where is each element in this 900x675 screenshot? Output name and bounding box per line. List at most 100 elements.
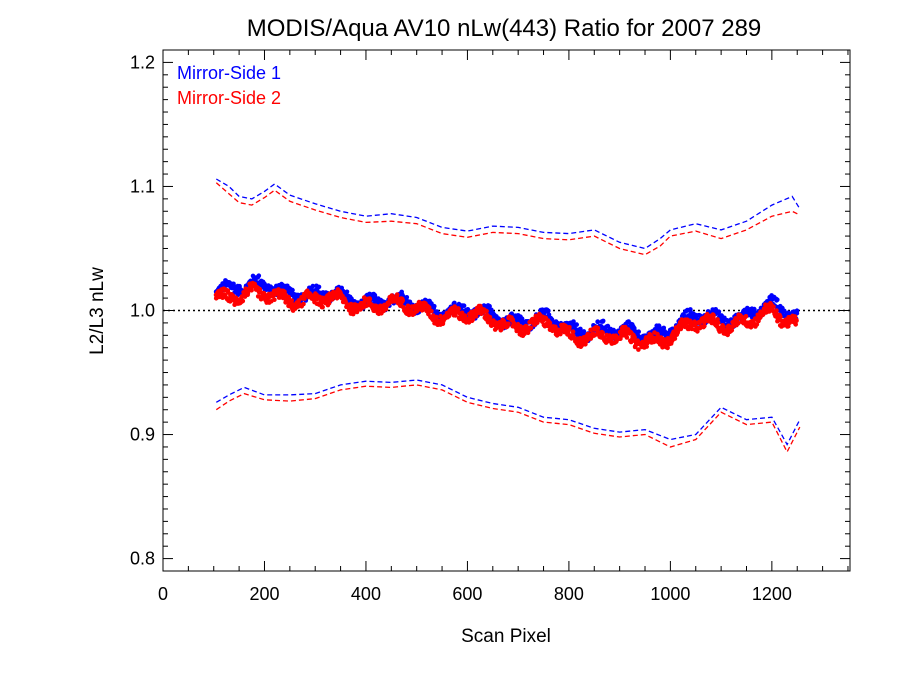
- mirror-side-1-point: [775, 297, 780, 303]
- mirror-side-2-point: [320, 304, 325, 310]
- axis-ticks: [162, 50, 850, 571]
- mirror-side-2-point: [672, 336, 678, 341]
- mirror-side-2-lower-envelope-line: [215, 384, 801, 454]
- x-tick-label: 1200: [752, 584, 792, 604]
- mirror-side-2-point: [774, 308, 779, 313]
- mirror-side-2-point: [567, 325, 572, 330]
- mirror-side-1-point: [752, 306, 757, 312]
- mirror-side-2-point: [301, 301, 306, 307]
- plot-area: [162, 49, 851, 572]
- mirror-side-2-point: [506, 321, 511, 327]
- mirror-side-1-point: [316, 284, 322, 290]
- mirror-side-2-point: [405, 303, 411, 309]
- mirror-side-1-point: [256, 273, 262, 279]
- mirror-side-1-point: [519, 316, 525, 322]
- mirror-side-2-point: [607, 333, 612, 338]
- mirror-side-1-point: [600, 318, 606, 324]
- mirror-side-2-point: [289, 298, 295, 303]
- mirror-side-2-point: [484, 308, 489, 314]
- mirror-side-2-point: [715, 320, 721, 326]
- x-tick-labels: 0 200 400 600 800 1000 1200: [158, 584, 792, 604]
- x-tick-label: 800: [554, 584, 584, 604]
- mirror-side-2-point: [793, 322, 798, 327]
- mirror-side-2-point: [702, 323, 707, 329]
- mirror-side-2-point: [786, 324, 791, 329]
- mirror-side-2-point: [400, 298, 406, 303]
- mirror-side-1-point: [574, 322, 579, 327]
- mirror-side-2-point: [711, 315, 716, 321]
- mirror-side-2-point: [249, 288, 254, 293]
- mirror-side-2-point: [695, 329, 700, 334]
- x-tick-label: 1000: [650, 584, 690, 604]
- mirror-side-2-point: [665, 345, 670, 351]
- x-axis-label: Scan Pixel: [461, 626, 551, 647]
- legend: Mirror-Side 1 Mirror-Side 2: [177, 63, 281, 108]
- y-axis-label: L2/L3 nLw: [87, 267, 108, 355]
- mirror-side-2-point: [636, 347, 641, 352]
- mirror-side-2-point: [245, 292, 250, 298]
- mirror-side-2-point: [655, 331, 660, 337]
- mirror-side-2-point: [778, 314, 783, 320]
- y-tick-label: 0.9: [130, 425, 155, 445]
- mirror-side-1-point: [290, 287, 295, 293]
- mirror-side-1-point: [716, 309, 722, 315]
- y-tick-label: 1.1: [130, 176, 155, 196]
- mirror-side-2-point: [367, 297, 373, 302]
- mirror-side-2-point: [644, 344, 649, 349]
- mirror-side-2-point: [595, 325, 601, 331]
- mirror-side-1-point: [578, 326, 583, 332]
- mirror-side-1-point: [546, 308, 551, 314]
- mirror-side-1-point: [465, 307, 471, 312]
- legend-label-mirror-side-2: Mirror-Side 2: [177, 88, 281, 108]
- y-tick-label: 1.2: [130, 52, 155, 72]
- mirror-side-2-point: [735, 319, 740, 325]
- mirror-side-1-upper-envelope-line: [215, 178, 801, 250]
- mirror-side-2-point: [528, 325, 534, 331]
- y-tick-labels: 0.8 0.9 1.0 1.1 1.2: [130, 52, 155, 568]
- mirror-side-2-point: [570, 329, 576, 335]
- series-mirror-side-1: [213, 178, 801, 446]
- mirror-side-2-point: [456, 306, 461, 312]
- mirror-side-2-point: [624, 335, 630, 340]
- mirror-side-1-point: [595, 319, 600, 325]
- mirror-side-1-point: [432, 303, 437, 309]
- mirror-side-1-point: [461, 303, 467, 309]
- mirror-side-2-point: [426, 305, 432, 310]
- mirror-side-1-point: [344, 289, 350, 295]
- legend-label-mirror-side-1: Mirror-Side 1: [177, 63, 281, 83]
- x-tick-label: 400: [351, 584, 381, 604]
- mirror-side-1-point: [404, 295, 410, 300]
- mirror-side-2-upper-envelope-line: [215, 182, 801, 256]
- mirror-side-1-point: [794, 308, 800, 314]
- mirror-side-2-point: [272, 297, 277, 303]
- mirror-side-1-lower-envelope-line: [215, 379, 801, 446]
- series-mirror-side-2: [213, 182, 801, 454]
- mirror-side-2-point: [487, 314, 493, 320]
- mirror-side-1-point: [661, 325, 667, 331]
- mirror-side-2-point: [452, 304, 458, 309]
- series-layer: [213, 178, 801, 454]
- y-tick-label: 0.8: [130, 549, 155, 569]
- mirror-side-2-point: [429, 308, 434, 314]
- mirror-side-2-point: [255, 294, 261, 299]
- mirror-side-2-point: [547, 320, 553, 326]
- chart-title: MODIS/Aqua AV10 nLw(443) Ratio for 2007 …: [247, 15, 762, 42]
- mirror-side-2-point: [240, 298, 246, 304]
- mirror-side-2-point: [434, 314, 439, 320]
- mirror-side-2-point: [743, 314, 749, 319]
- mirror-side-1-point: [310, 283, 316, 289]
- mirror-side-1-point: [546, 312, 552, 318]
- x-tick-label: 200: [249, 584, 279, 604]
- mirror-side-1-point: [636, 329, 641, 335]
- mirror-side-1-point: [605, 323, 611, 329]
- mirror-side-2-point: [558, 331, 563, 337]
- y-tick-label: 1.0: [130, 301, 155, 321]
- mirror-side-2-point: [600, 330, 605, 336]
- mirror-side-2-point: [296, 298, 302, 303]
- x-tick-label: 0: [158, 584, 168, 604]
- mirror-side-2-point: [771, 304, 776, 310]
- x-tick-label: 600: [452, 584, 482, 604]
- mirror-side-2-point: [794, 317, 799, 323]
- mirror-side-2-point: [721, 324, 726, 329]
